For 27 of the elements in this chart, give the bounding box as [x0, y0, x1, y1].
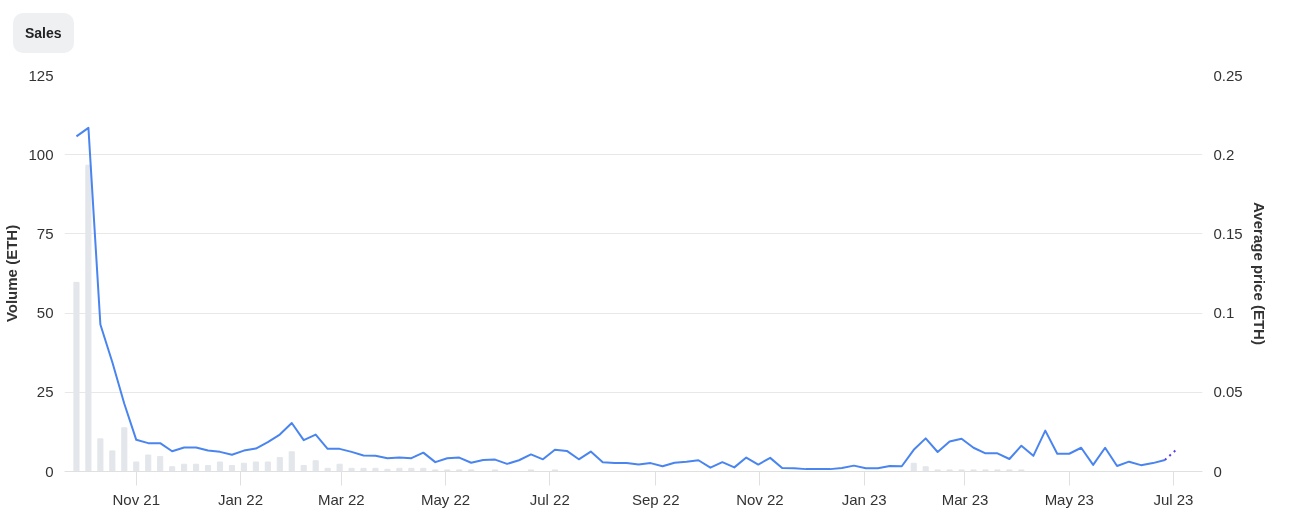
y2-axis-title: Average price (ETH)	[1250, 202, 1268, 345]
y2-tick-label: 0	[1213, 462, 1222, 480]
y2-tick-label: 0.25	[1213, 66, 1243, 84]
y-tick-label: 75	[36, 224, 54, 242]
y2-tick-label: 0.05	[1213, 383, 1243, 401]
x-tick-label: May 22	[420, 490, 471, 508]
x-tick-label: Sep 22	[631, 490, 680, 508]
y-tick-label: 25	[36, 383, 54, 401]
x-tick-label: Jan 23	[841, 490, 887, 508]
x-tick-label: Nov 22	[736, 490, 784, 508]
text: Sales	[13, 13, 74, 53]
x-tick-label: Mar 22	[317, 490, 365, 508]
y-tick-label: 50	[36, 304, 54, 322]
y-axis-title: Volume (ETH)	[3, 224, 21, 323]
y2-tick-label: 0.15	[1213, 224, 1243, 242]
x-tick-label: May 23	[1044, 490, 1094, 508]
x-tick-label: Jul 23	[1153, 490, 1194, 508]
y-tick-label: 125	[28, 66, 54, 84]
y-tick-label: 100	[28, 145, 54, 163]
y-tick-label: 0	[45, 462, 54, 480]
x-tick-label: Jul 22	[529, 490, 570, 508]
line-series	[75, 126, 1166, 471]
x-tick-label: Mar 23	[941, 490, 989, 508]
x-tick-label: Jan 22	[217, 490, 264, 508]
x-tick-label: Nov 21	[112, 490, 161, 508]
y2-tick-label: 0.2	[1213, 145, 1235, 163]
y2-tick-label: 0.1	[1213, 304, 1235, 322]
